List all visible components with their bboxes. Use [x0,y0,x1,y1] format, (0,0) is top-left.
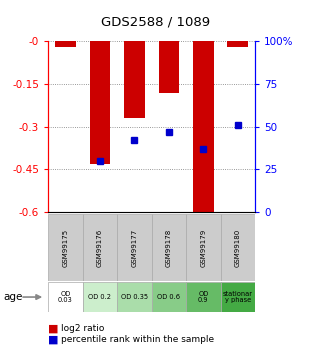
Text: GSM99177: GSM99177 [131,228,137,267]
Bar [117,214,152,281]
Bar [152,214,186,281]
Bar [48,214,83,281]
Bar [124,41,145,118]
Bar [193,41,214,212]
Text: OD
0.9: OD 0.9 [198,291,209,303]
Text: percentile rank within the sample: percentile rank within the sample [61,335,214,344]
Text: OD 0.6: OD 0.6 [157,294,180,300]
Text: ■: ■ [48,335,59,345]
Bar [90,41,110,164]
Text: GSM99175: GSM99175 [63,228,68,267]
Bar [48,282,83,312]
Text: GSM99176: GSM99176 [97,228,103,267]
Bar [83,214,117,281]
Bar [152,282,186,312]
Text: GSM99179: GSM99179 [200,228,206,267]
Bar [186,282,220,312]
Text: OD
0.03: OD 0.03 [58,291,73,303]
Text: OD 0.2: OD 0.2 [88,294,111,300]
Text: OD 0.35: OD 0.35 [121,294,148,300]
Text: age: age [3,292,22,302]
Bar [186,214,220,281]
Bar [83,282,117,312]
Text: ■: ■ [48,324,59,333]
Bar [117,282,152,312]
Text: stationar
y phase: stationar y phase [223,291,253,303]
Bar [220,214,255,281]
Bar [227,41,248,47]
Bar [159,41,179,92]
Text: GSM99180: GSM99180 [235,228,241,267]
Text: GDS2588 / 1089: GDS2588 / 1089 [101,16,210,29]
Text: log2 ratio: log2 ratio [61,324,104,333]
Text: GSM99178: GSM99178 [166,228,172,267]
Bar [220,282,255,312]
Bar [55,41,76,47]
